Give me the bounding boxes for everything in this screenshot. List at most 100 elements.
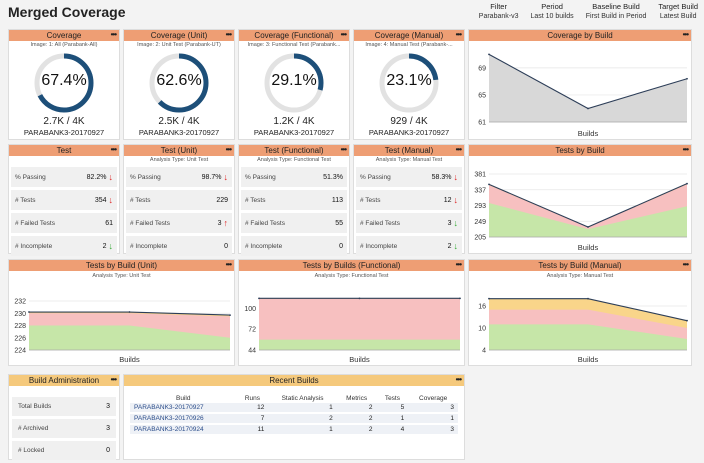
metric-value-text: 229 <box>216 196 228 204</box>
period-field[interactable]: Period Last 10 builds <box>530 2 573 22</box>
widget-menu-icon[interactable]: ••• <box>455 30 462 39</box>
metric-row: # Failed Tests 3 ↓ <box>356 213 462 233</box>
coverage-gauge[interactable]: 67.4% <box>33 52 95 114</box>
widget-title: Recent Builds <box>269 376 319 385</box>
build-link[interactable]: PARABANK3-20170927 <box>130 403 237 414</box>
gauge-ring <box>149 53 209 113</box>
widget-header: Coverage (Functional) ••• <box>239 30 349 41</box>
widget-menu-icon[interactable]: ••• <box>340 30 347 39</box>
metric-row: # Failed Tests 61 <box>11 213 117 233</box>
data-point[interactable] <box>686 77 688 80</box>
admin-row: # Archived 3 <box>12 419 116 438</box>
chart-plot[interactable]: 224 226 228 230 232 Builds <box>9 271 234 366</box>
y-tick-label: 4 <box>482 348 486 355</box>
widget-menu-icon[interactable]: ••• <box>682 145 689 154</box>
metric-value-text: 61 <box>105 219 113 227</box>
data-point[interactable] <box>28 311 30 313</box>
metric-row: # Tests 229 <box>126 190 232 210</box>
widget-menu-icon[interactable]: ••• <box>225 30 232 39</box>
data-point[interactable] <box>488 297 490 300</box>
test-functional-widget: Test (Functional) ••• Analysis Type: Func… <box>238 144 350 256</box>
widget-menu-icon[interactable]: ••• <box>455 375 462 384</box>
data-point[interactable] <box>488 183 490 186</box>
widget-header: Test ••• <box>9 145 119 156</box>
data-point[interactable] <box>128 311 131 313</box>
y-tick-label: 337 <box>474 187 486 194</box>
x-axis-label: Builds <box>349 355 370 364</box>
build-link[interactable]: PARABANK3-20170924 <box>130 424 237 436</box>
widget-menu-icon[interactable]: ••• <box>682 30 689 39</box>
coverage-gauge[interactable]: 29.1% <box>263 52 325 114</box>
table-row[interactable]: PARABANK3-20170927 12 1 2 5 3 <box>130 403 458 414</box>
widget-menu-icon[interactable]: ••• <box>340 145 347 154</box>
widget-menu-icon[interactable]: ••• <box>110 30 117 39</box>
metric-value-text: 2 <box>447 242 452 250</box>
arrow-down-icon: ↓ <box>108 241 114 251</box>
table-row[interactable]: PARABANK3-20170926 7 2 2 1 1 <box>130 413 458 425</box>
page-title: Merged Coverage <box>8 4 126 20</box>
y-tick-label: 226 <box>14 335 26 342</box>
column-header[interactable]: Tests <box>384 395 400 402</box>
chart-plot[interactable]: 205 249 293 337 381 Builds <box>469 156 691 254</box>
series-area <box>489 324 687 350</box>
arrow-down-icon: ↓ <box>108 172 114 182</box>
coverage-gauge[interactable]: 62.6% <box>148 52 210 114</box>
table-row[interactable]: PARABANK3-20170924 11 1 2 4 3 <box>130 424 458 436</box>
widget-title: Coverage (Unit) <box>150 31 208 40</box>
coverage-cell: 3 <box>408 424 458 436</box>
x-axis-label: Builds <box>119 355 140 364</box>
test-manual-widget: Test (Manual) ••• Analysis Type: Manual T… <box>353 144 465 256</box>
filter-field[interactable]: Filter Parabank-v3 <box>479 2 519 22</box>
column-header[interactable]: Build <box>176 395 191 402</box>
column-header[interactable]: Metrics <box>346 395 368 402</box>
data-point[interactable] <box>686 182 688 185</box>
data-point[interactable] <box>587 297 589 300</box>
widget-menu-icon[interactable]: ••• <box>455 260 462 269</box>
metric-row: # Incomplete 0 <box>241 236 347 256</box>
widget-menu-icon[interactable]: ••• <box>225 260 232 269</box>
metric-value-text: 51.3% <box>323 173 343 181</box>
column-header[interactable]: Runs <box>244 395 260 402</box>
widget-title: Tests by Build (Manual) <box>538 261 622 270</box>
widget-subtitle <box>9 156 119 164</box>
data-point[interactable] <box>686 319 688 322</box>
widget-menu-icon[interactable]: ••• <box>110 145 117 154</box>
metric-label: # Tests <box>130 196 151 204</box>
widget-header: Coverage (Manual) ••• <box>354 30 464 41</box>
coverage-manual-widget: Coverage (Manual) ••• Image: 4: Manual Te… <box>353 29 465 140</box>
widget-title: Coverage (Manual) <box>374 31 444 40</box>
build-link[interactable]: PARABANK3-20170926 <box>130 413 237 425</box>
y-tick-label: 230 <box>14 311 26 318</box>
chart-plot[interactable]: 44 72 100 Builds <box>239 271 464 366</box>
column-header[interactable]: Coverage <box>419 395 448 402</box>
metric-value: 98.7% ↓ <box>202 173 228 182</box>
chart-plot[interactable]: 4 10 16 Builds <box>469 271 691 366</box>
data-point[interactable] <box>258 297 260 300</box>
widget-menu-icon[interactable]: ••• <box>455 145 462 154</box>
data-point[interactable] <box>229 314 231 316</box>
widget-header: Recent Builds ••• <box>124 375 464 386</box>
coverage-build: PARABANK3-20170927 <box>138 128 220 137</box>
metric-row: % Passing 82.2% ↓ <box>11 167 117 187</box>
widget-menu-icon[interactable]: ••• <box>110 375 117 384</box>
data-point[interactable] <box>358 297 361 300</box>
data-point[interactable] <box>587 107 589 110</box>
gauge-fill <box>34 53 94 113</box>
target-build-field[interactable]: Target Build Latest Build <box>658 2 698 22</box>
data-point[interactable] <box>459 297 461 300</box>
widget-header: Tests by Build (Manual) ••• <box>469 260 691 271</box>
data-point[interactable] <box>488 53 490 56</box>
column-header[interactable]: Static Analysis <box>281 395 324 402</box>
coverage-gauge[interactable]: 23.1% <box>378 52 440 114</box>
tests-cell: 5 <box>376 403 409 414</box>
target-build-label: Target Build <box>658 2 698 11</box>
y-tick-label: 61 <box>478 120 486 127</box>
chart-plot[interactable]: 61 65 69 Builds <box>469 41 691 140</box>
data-point[interactable] <box>587 226 589 228</box>
period-label: Period <box>541 2 563 11</box>
widget-menu-icon[interactable]: ••• <box>225 145 232 154</box>
widget-menu-icon[interactable]: ••• <box>682 260 689 269</box>
series-area <box>259 339 460 350</box>
series-area <box>29 325 230 350</box>
baseline-build-field[interactable]: Baseline Build First Build in Period <box>586 2 647 22</box>
